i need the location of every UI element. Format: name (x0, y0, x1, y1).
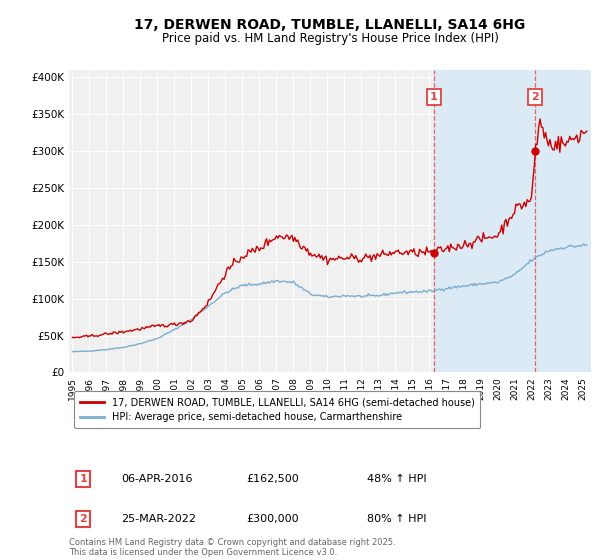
Text: 25-MAR-2022: 25-MAR-2022 (121, 514, 196, 524)
Text: Contains HM Land Registry data © Crown copyright and database right 2025.
This d: Contains HM Land Registry data © Crown c… (69, 538, 395, 557)
Text: 1: 1 (79, 474, 87, 484)
Bar (434, 70, 600, 372)
Text: 80% ↑ HPI: 80% ↑ HPI (367, 514, 426, 524)
Text: £162,500: £162,500 (247, 474, 299, 484)
Text: 48% ↑ HPI: 48% ↑ HPI (367, 474, 426, 484)
Text: 17, DERWEN ROAD, TUMBLE, LLANELLI, SA14 6HG: 17, DERWEN ROAD, TUMBLE, LLANELLI, SA14 … (134, 18, 526, 32)
Text: 1: 1 (430, 92, 438, 102)
Text: 06-APR-2016: 06-APR-2016 (121, 474, 193, 484)
Text: Price paid vs. HM Land Registry's House Price Index (HPI): Price paid vs. HM Land Registry's House … (161, 31, 499, 45)
Text: 2: 2 (79, 514, 87, 524)
Text: £300,000: £300,000 (247, 514, 299, 524)
Text: 2: 2 (532, 92, 539, 102)
Legend: 17, DERWEN ROAD, TUMBLE, LLANELLI, SA14 6HG (semi-detached house), HPI: Average : 17, DERWEN ROAD, TUMBLE, LLANELLI, SA14 … (74, 391, 481, 428)
